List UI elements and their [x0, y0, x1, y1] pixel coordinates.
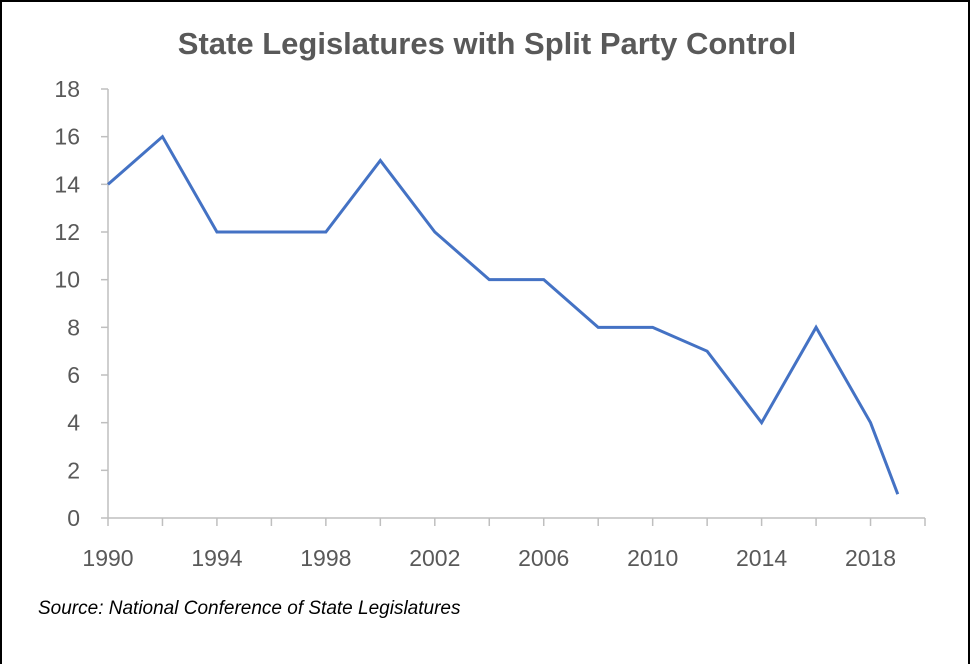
series-line [107, 134, 900, 495]
x-tick-label: 2006 [518, 545, 569, 571]
y-tick-label: 12 [54, 219, 80, 245]
y-tick-label: 10 [54, 267, 80, 293]
y-tick-label: 18 [54, 76, 80, 102]
x-tick-label: 2014 [736, 545, 787, 571]
x-tick-label: 2010 [627, 545, 678, 571]
y-tick-label: 6 [67, 362, 80, 388]
x-tick-label: 2002 [409, 545, 460, 571]
y-tick-label: 8 [67, 314, 80, 340]
x-tick-label: 2018 [845, 545, 896, 571]
source-note: Source: National Conference of State Leg… [38, 598, 461, 619]
x-tick-label: 1990 [82, 545, 133, 571]
y-tick-label: 16 [54, 124, 80, 150]
chart-title: State Legislatures with Split Party Cont… [177, 26, 797, 61]
x-tick-label: 1994 [191, 545, 242, 571]
y-tick-label: 4 [67, 410, 80, 436]
x-tick-label: 1998 [300, 545, 351, 571]
y-tick-label: 0 [67, 505, 80, 531]
y-tick-label: 14 [54, 171, 80, 197]
y-tick-label: 2 [67, 457, 80, 483]
